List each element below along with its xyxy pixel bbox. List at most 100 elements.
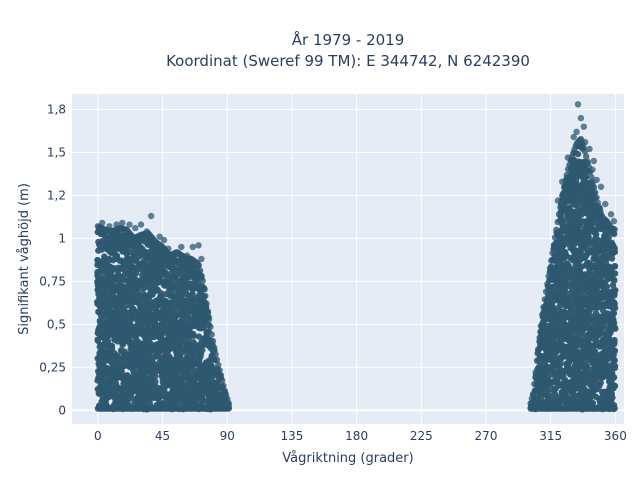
scatter-point bbox=[602, 200, 609, 208]
scatter-point bbox=[207, 323, 214, 331]
y-tick-label: 1,2 bbox=[47, 188, 66, 202]
scatter-point bbox=[611, 357, 618, 364]
scatter-point bbox=[143, 228, 150, 235]
x-tick-label: 90 bbox=[220, 429, 235, 443]
scatter-point bbox=[126, 221, 133, 228]
scatter-point bbox=[132, 224, 139, 232]
scatter-point bbox=[611, 364, 619, 372]
y-tick-labels: 0 0,25 0,5 0,75 1 1,2 1,5 1,8 bbox=[39, 102, 66, 417]
y-axis-title: Signifikant våghöjd (m) bbox=[17, 183, 32, 335]
scatter-point bbox=[99, 219, 106, 227]
x-tick-label: 180 bbox=[345, 429, 368, 443]
scatter-point bbox=[580, 123, 587, 130]
y-tick-label: 1,8 bbox=[47, 102, 66, 116]
scatter-point bbox=[211, 344, 218, 351]
scatter-point bbox=[597, 183, 605, 190]
scatter-point bbox=[225, 399, 232, 407]
scatter-point bbox=[611, 226, 618, 233]
scatter-point bbox=[183, 252, 191, 259]
scatter-point bbox=[554, 197, 562, 204]
scatter-point bbox=[178, 243, 185, 251]
scatter-point bbox=[202, 292, 209, 300]
y-tick-label: 1 bbox=[58, 231, 66, 245]
scatter-point bbox=[157, 289, 164, 297]
scatter-point bbox=[180, 381, 187, 388]
scatter-point bbox=[564, 154, 572, 161]
scatter-point bbox=[609, 311, 617, 318]
scatter-point bbox=[603, 283, 610, 290]
y-tick-label: 0,75 bbox=[39, 274, 66, 288]
scatter-point bbox=[152, 240, 159, 247]
x-tick-label: 45 bbox=[155, 429, 170, 443]
scatter-point bbox=[610, 374, 618, 381]
y-tick-label: 0 bbox=[58, 403, 66, 417]
scatter-point bbox=[611, 245, 618, 252]
scatter-point bbox=[160, 236, 168, 244]
scatter-point bbox=[152, 373, 159, 380]
scatter-points bbox=[94, 101, 619, 413]
scatter-point bbox=[611, 382, 619, 390]
scatter-point bbox=[611, 300, 618, 308]
scatter-point bbox=[607, 211, 615, 218]
x-axis-title: Vågriktning (grader) bbox=[282, 451, 413, 466]
x-tick-label: 225 bbox=[410, 429, 433, 443]
scatter-point bbox=[113, 221, 120, 228]
scatter-point bbox=[608, 390, 616, 397]
scatter-point bbox=[611, 405, 618, 412]
y-tick-label: 0,25 bbox=[39, 360, 66, 374]
scatter-point bbox=[559, 178, 566, 185]
scatter-point bbox=[225, 405, 232, 412]
scatter-point bbox=[611, 263, 619, 270]
scatter-point bbox=[198, 255, 205, 263]
chart-title-line-1: År 1979 - 2019 bbox=[292, 30, 405, 49]
scatter-point bbox=[171, 268, 178, 275]
scatter-point bbox=[199, 347, 206, 354]
y-tick-label: 0,5 bbox=[47, 317, 66, 331]
scatter-point bbox=[611, 291, 618, 298]
scatter-point bbox=[119, 219, 126, 227]
scatter-point bbox=[586, 145, 593, 153]
scatter-point bbox=[209, 337, 217, 345]
scatter-point bbox=[137, 221, 145, 228]
scatter-point bbox=[593, 176, 600, 184]
scatter-point bbox=[199, 277, 206, 284]
x-tick-labels: 0 45 90 135 180 225 270 315 360 bbox=[94, 429, 627, 443]
scatter-point bbox=[611, 277, 618, 284]
scatter-point bbox=[590, 157, 597, 165]
x-tick-label: 135 bbox=[280, 429, 303, 443]
scatter-point bbox=[203, 300, 210, 307]
scatter-point bbox=[611, 336, 618, 344]
scatter-point bbox=[582, 138, 589, 146]
scatter-point bbox=[611, 270, 619, 277]
scatter-point bbox=[212, 351, 219, 358]
scatter-point bbox=[108, 342, 116, 350]
scatter-point bbox=[156, 394, 163, 401]
chart-title-line-2: Koordinat (Sweref 99 TM): E 344742, N 62… bbox=[166, 52, 530, 70]
scatter-point bbox=[200, 285, 208, 292]
scatter-point bbox=[147, 212, 155, 220]
scatter-point bbox=[610, 218, 618, 225]
scatter-point bbox=[611, 323, 618, 331]
x-tick-label: 315 bbox=[539, 429, 562, 443]
scatter-point bbox=[208, 331, 215, 338]
scatter-point bbox=[205, 316, 213, 323]
scatter-point bbox=[165, 245, 172, 252]
y-tick-label: 1,5 bbox=[47, 145, 66, 159]
x-tick-label: 270 bbox=[475, 429, 498, 443]
scatter-point bbox=[106, 223, 113, 230]
scatter-point bbox=[574, 101, 582, 108]
scatter-point bbox=[611, 347, 618, 354]
scatter-point bbox=[189, 330, 197, 337]
scatter-point bbox=[152, 378, 159, 385]
scatter-point bbox=[189, 243, 196, 251]
scatter-point bbox=[204, 308, 211, 315]
scatter-point bbox=[574, 150, 582, 158]
scatter-point bbox=[577, 114, 585, 122]
scatter-point bbox=[170, 250, 178, 257]
scatter-point bbox=[573, 128, 580, 135]
scatter-point bbox=[195, 242, 202, 249]
x-tick-label: 360 bbox=[604, 429, 627, 443]
x-tick-label: 0 bbox=[94, 429, 102, 443]
scatter-point bbox=[589, 166, 596, 173]
